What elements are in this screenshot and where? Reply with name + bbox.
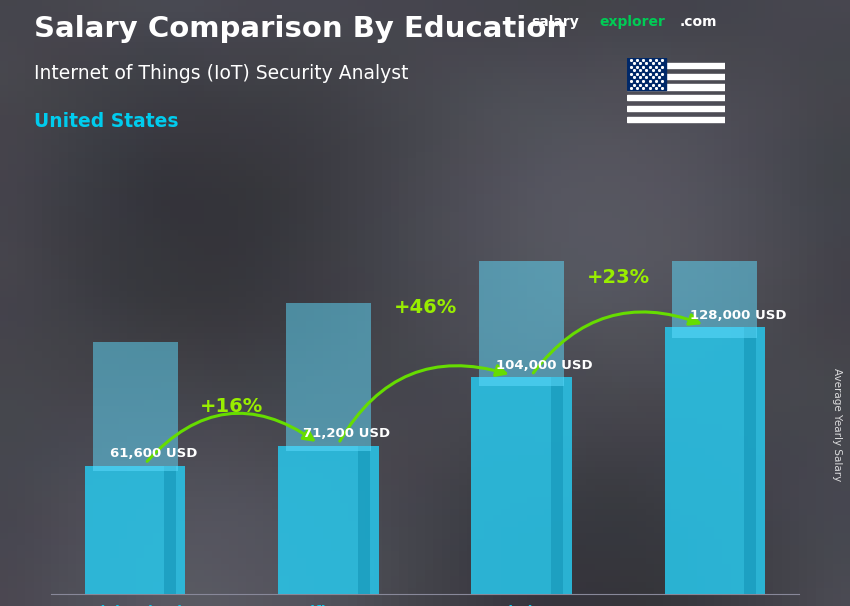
- Bar: [479, 169, 564, 386]
- Text: United States: United States: [34, 112, 178, 131]
- Bar: [627, 58, 666, 90]
- Bar: [278, 445, 378, 594]
- Bar: [472, 377, 572, 594]
- Text: Salary Comparison By Education: Salary Comparison By Education: [34, 15, 567, 43]
- Bar: [164, 465, 177, 594]
- Text: 128,000 USD: 128,000 USD: [689, 309, 786, 322]
- Bar: [358, 445, 370, 594]
- Bar: [627, 116, 725, 122]
- Bar: [665, 327, 765, 594]
- Bar: [627, 63, 725, 68]
- Bar: [93, 342, 178, 471]
- Text: 61,600 USD: 61,600 USD: [110, 447, 197, 461]
- Text: explorer: explorer: [599, 15, 665, 29]
- Bar: [627, 106, 725, 111]
- Text: salary: salary: [531, 15, 579, 29]
- Text: +16%: +16%: [201, 397, 264, 416]
- Text: +23%: +23%: [586, 268, 649, 287]
- Bar: [627, 84, 725, 90]
- Bar: [286, 303, 371, 451]
- Bar: [744, 327, 756, 594]
- Bar: [672, 72, 757, 338]
- Bar: [627, 95, 725, 101]
- Text: .com: .com: [680, 15, 717, 29]
- Text: Internet of Things (IoT) Security Analyst: Internet of Things (IoT) Security Analys…: [34, 64, 409, 82]
- Text: +46%: +46%: [394, 298, 456, 316]
- Bar: [85, 465, 185, 594]
- Text: Average Yearly Salary: Average Yearly Salary: [832, 368, 842, 481]
- Bar: [627, 74, 725, 79]
- Text: 104,000 USD: 104,000 USD: [496, 359, 593, 372]
- Bar: [551, 377, 563, 594]
- Text: 71,200 USD: 71,200 USD: [303, 427, 390, 441]
